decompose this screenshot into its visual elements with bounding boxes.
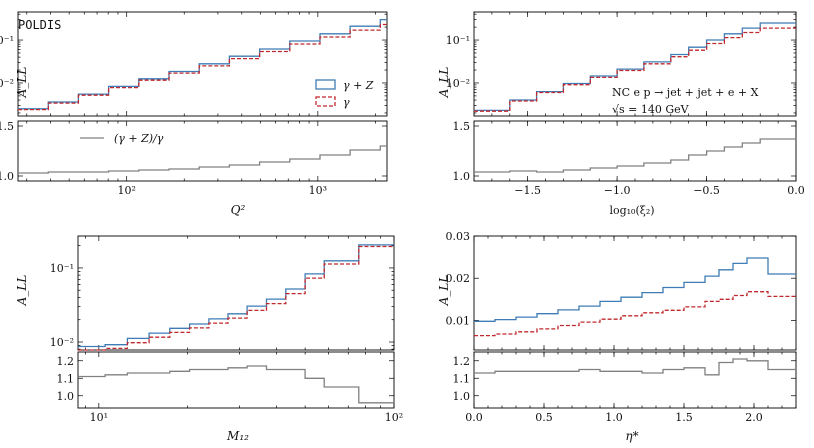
- y-tick-label: 10⁻¹: [446, 34, 470, 47]
- chart-3: 0.0 0.5 1.0 1.5 2.0 0.01 0.02 0.03 1.0 1.1 1.2: [446, 230, 797, 424]
- x-tick-label: 2.0: [745, 411, 763, 424]
- series-gamma-z-line: [78, 244, 394, 348]
- y-tick-label: 1.1: [453, 372, 471, 385]
- legend-swatch-gz: [315, 79, 336, 90]
- x-tick-label: −0.5: [693, 184, 720, 197]
- series-ratio-line: [474, 138, 796, 173]
- y-tick-label: 1.5: [0, 120, 14, 133]
- legend-label-g: γ: [343, 96, 350, 109]
- panel-m12: A_LL M₁₂: [15, 275, 249, 443]
- energy-annotation: √s = 140 GeV: [612, 103, 690, 116]
- x-tick-label: 10²: [385, 411, 403, 424]
- y-axis-label: A_LL: [437, 275, 451, 307]
- legend: γ + Z γ (γ + Z)/γ: [80, 79, 374, 145]
- panel-eta: A_LL η*: [437, 275, 639, 443]
- top-axes-frame: [17, 11, 388, 117]
- x-tick-label: 0.5: [535, 411, 553, 424]
- x-tick-label: 1.0: [605, 411, 623, 424]
- y-tick-label: 10⁻¹: [50, 262, 74, 275]
- x-axis-label: Q²: [231, 203, 246, 217]
- series-gamma-line: [18, 23, 387, 111]
- series-ratio-line: [474, 358, 796, 376]
- legend-swatch-g: [315, 96, 336, 107]
- x-axis-label: log₁₀(ξ₂): [609, 204, 654, 217]
- x-tick-label: 0.0: [787, 184, 805, 197]
- y-tick-label: 1.0: [453, 390, 471, 403]
- process-annotation: NC e p → jet + jet + e + X: [612, 86, 759, 99]
- y-axis-label: A_LL: [15, 67, 29, 99]
- y-tick-label: 1.0: [453, 170, 471, 183]
- legend-label-ratio: (γ + Z)/γ: [114, 132, 164, 145]
- legend-label-gz: γ + Z: [343, 79, 374, 92]
- ratio-axes-frame: [473, 120, 797, 182]
- panel-q2: POLDIS A_LL Q² γ + Z γ (γ + Z)/γ: [15, 18, 374, 217]
- y-tick-label: 1.2: [453, 355, 471, 368]
- y-axis-label: A_LL: [15, 275, 29, 307]
- x-tick-label: −1.0: [604, 184, 631, 197]
- y-axis-label: A_LL: [437, 67, 451, 99]
- series-gamma-z-line: [474, 22, 796, 112]
- series-gamma-line: [474, 27, 796, 112]
- x-tick-label: 10¹: [90, 411, 108, 424]
- y-tick-label: 1.2: [57, 355, 75, 368]
- ratio-axes-frame: [17, 120, 388, 182]
- series-gamma-z-line: [18, 18, 387, 110]
- y-tick-label: 0.03: [446, 230, 471, 243]
- series-gamma-line: [78, 245, 394, 351]
- x-tick-label: 10²: [117, 184, 135, 197]
- series-ratio-line: [18, 145, 387, 174]
- x-axis-label: η*: [625, 429, 638, 443]
- chart-0: 10² 10³ 10⁻² 10⁻¹ 1.0 1.5: [0, 11, 388, 197]
- ratio-axes-frame: [77, 351, 395, 409]
- y-tick-label: 1.5: [453, 120, 471, 133]
- y-tick-label: 0.01: [446, 314, 471, 327]
- program-label: POLDIS: [18, 18, 61, 32]
- series-gamma-z-line: [474, 257, 796, 322]
- top-axes-frame: [77, 235, 395, 351]
- series-ratio-line: [78, 365, 394, 404]
- series-gamma-line: [474, 291, 796, 337]
- x-tick-label: −1.5: [514, 184, 541, 197]
- top-axes-frame: [473, 235, 797, 351]
- y-tick-label: 10⁻²: [0, 77, 14, 90]
- y-tick-label: 10⁻²: [446, 77, 470, 90]
- y-tick-label: 10⁻¹: [0, 34, 14, 47]
- y-tick-label: 1.1: [57, 372, 75, 385]
- panel-xi2: A_LL log₁₀(ξ₂) NC e p → jet + jet + e + …: [437, 67, 759, 217]
- y-tick-label: 1.0: [0, 170, 14, 183]
- y-tick-label: 10⁻²: [50, 336, 74, 349]
- chart-1: −1.5 −1.0 −0.5 0.0 10⁻² 10⁻¹ 1.0 1.5: [446, 11, 805, 197]
- ratio-axes-frame: [473, 351, 797, 409]
- chart-2: 10¹ 10² 10⁻² 10⁻¹ 1.0 1.1 1.2: [50, 235, 403, 424]
- x-tick-label: 1.5: [675, 411, 693, 424]
- x-axis-label: M₁₂: [226, 429, 249, 443]
- y-tick-label: 0.02: [446, 272, 471, 285]
- x-tick-label: 10³: [309, 184, 327, 197]
- y-tick-label: 1.0: [57, 390, 75, 403]
- x-tick-label: 0.0: [465, 411, 483, 424]
